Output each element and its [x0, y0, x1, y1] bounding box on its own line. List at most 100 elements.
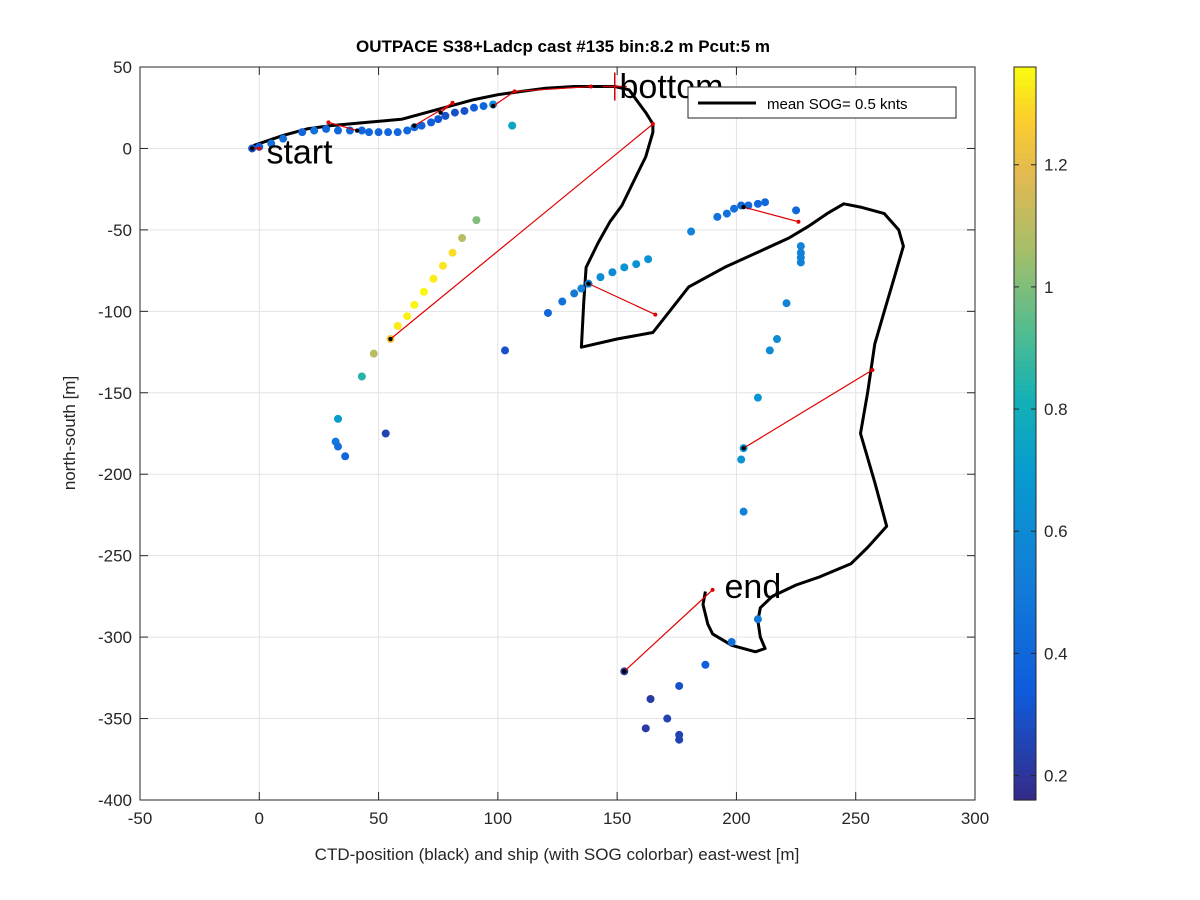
ctd-ship-link	[514, 85, 591, 93]
colorbar-tick-label: 0.6	[1044, 522, 1068, 541]
ship-position-point	[410, 300, 419, 309]
colorbar-segment	[1014, 439, 1036, 447]
ctd-ship-link	[743, 369, 873, 449]
ship-position-point	[608, 268, 617, 277]
ctd-position-dot	[412, 123, 417, 128]
colorbar-segment	[1014, 341, 1036, 349]
colorbar-segment	[1014, 555, 1036, 563]
legend-entry: mean SOG= 0.5 knts	[767, 96, 908, 113]
colorbar-segment	[1014, 85, 1036, 93]
ship-position-point	[501, 346, 510, 355]
y-tick-label: 50	[113, 58, 132, 77]
ctd-position-dot	[741, 445, 746, 451]
ctd-position-dot	[354, 128, 360, 133]
colorbar-segment	[1014, 317, 1036, 325]
colorbar-segment	[1014, 573, 1036, 581]
colorbar-segment	[1014, 97, 1036, 105]
colorbar-segment	[1014, 335, 1036, 343]
ship-position-point	[753, 393, 762, 402]
colorbar-segment	[1014, 323, 1036, 331]
ctd-position-dot	[388, 336, 393, 342]
ship-position-point	[701, 660, 710, 669]
ship-position-point	[765, 346, 774, 355]
colorbar-segment	[1014, 244, 1036, 251]
colorbar-segment	[1014, 238, 1036, 245]
y-axis-label: north-south [m]	[60, 376, 79, 490]
ship-position-point	[620, 263, 629, 272]
colorbar-segment	[1014, 543, 1036, 551]
colorbar-segment	[1014, 567, 1036, 575]
ship-position-point	[427, 118, 436, 127]
colorbar-segment	[1014, 708, 1036, 716]
ship-position-point	[374, 128, 383, 137]
ship-position-point	[479, 102, 488, 111]
y-tick-label: 0	[123, 139, 132, 158]
colorbar-segment	[1014, 103, 1036, 111]
x-tick-label: 200	[722, 809, 750, 828]
colorbar-segment	[1014, 415, 1036, 422]
colorbar-segment	[1014, 500, 1036, 508]
ship-position-point	[381, 429, 390, 438]
ship-position-point	[644, 255, 653, 264]
y-tick-label: -100	[98, 302, 132, 321]
link-end-marker	[870, 367, 875, 372]
colorbar-segment	[1014, 659, 1036, 667]
ctd-ship-link	[328, 121, 358, 132]
colorbar-segment	[1014, 653, 1036, 661]
link-end-marker	[653, 312, 658, 317]
ship-position-point	[279, 134, 288, 143]
ship-position-point	[403, 126, 412, 135]
colorbar-segment	[1014, 464, 1036, 471]
colorbar-segment	[1014, 494, 1036, 502]
colorbar-segment	[1014, 170, 1036, 178]
colorbar-segment	[1014, 402, 1036, 410]
ship-position-point	[687, 227, 696, 236]
x-tick-label: 150	[603, 809, 631, 828]
axes-box	[139, 66, 976, 801]
x-tick-label: 100	[484, 809, 512, 828]
colorbar-segment	[1014, 683, 1036, 691]
colorbar-segment	[1014, 610, 1036, 618]
ship-position-point	[508, 121, 517, 130]
ship-position-point	[393, 128, 402, 137]
ship-position-point	[558, 297, 567, 306]
ship-position-point	[796, 242, 805, 251]
colorbar-segment	[1014, 262, 1036, 270]
ship-position-point	[438, 261, 447, 270]
ship-position-point	[675, 735, 684, 744]
colorbar-segment	[1014, 445, 1036, 453]
ship-position-point	[641, 724, 650, 733]
colorbar-segment	[1014, 690, 1036, 697]
colorbar-segment	[1014, 91, 1036, 99]
colorbar-segment	[1014, 580, 1036, 587]
colorbar-segment	[1014, 696, 1036, 703]
ship-position-point	[393, 321, 402, 330]
colorbar-segment	[1014, 396, 1036, 404]
colorbar-segment	[1014, 409, 1036, 416]
colorbar-segment	[1014, 775, 1036, 783]
link-end-marker	[257, 146, 262, 151]
link-end-marker	[326, 120, 331, 125]
colorbar-segment	[1014, 256, 1036, 264]
ship-position-point	[365, 128, 374, 137]
colorbar-segment	[1014, 635, 1036, 642]
colorbar-segment	[1014, 305, 1036, 312]
ship-position-point	[792, 206, 801, 215]
colorbar-frame	[1013, 66, 1037, 801]
ship-position-point	[429, 274, 438, 283]
ctd-ship-link	[390, 123, 654, 340]
colorbar-segment	[1014, 195, 1036, 202]
colorbar-segment	[1014, 665, 1036, 673]
colorbar-tick-label: 1.2	[1044, 156, 1068, 175]
ship-position-point	[727, 637, 736, 646]
colorbar-segment	[1014, 512, 1036, 520]
colorbar-segment	[1014, 329, 1036, 337]
x-tick-label: 250	[842, 809, 870, 828]
ship-position-point	[675, 681, 684, 690]
ship-position-point	[543, 308, 552, 317]
colorbar-segment	[1014, 671, 1036, 679]
colorbar-segment	[1014, 763, 1036, 771]
ship-position-point	[334, 442, 343, 451]
